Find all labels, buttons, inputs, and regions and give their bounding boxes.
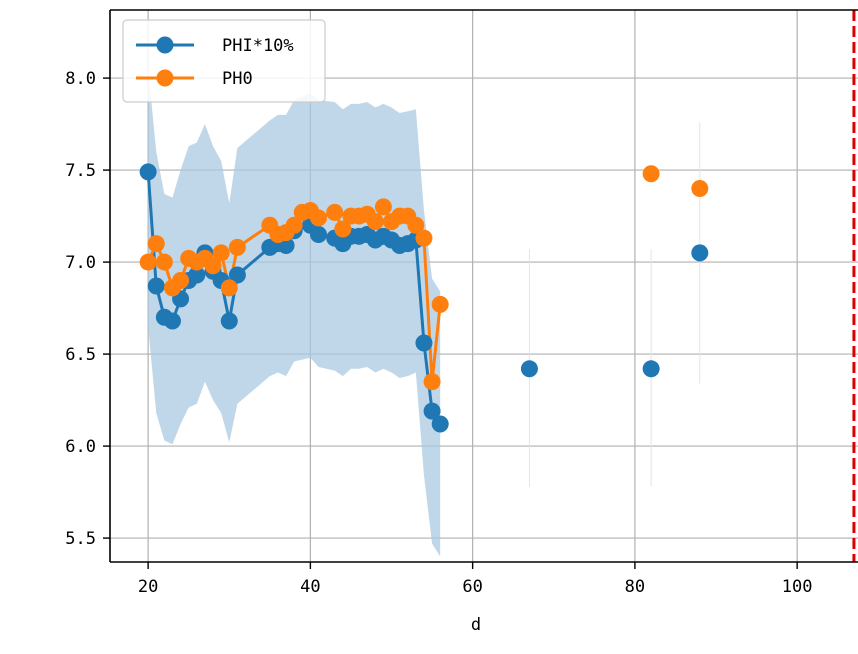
- legend-swatch-marker: [156, 69, 174, 87]
- legend-swatch-marker: [156, 36, 174, 54]
- y-tick-label: 5.5: [65, 529, 96, 549]
- data-point-series-2: [204, 257, 222, 275]
- data-point-series-1: [431, 415, 449, 433]
- band-area: [148, 68, 441, 557]
- confidence-band: [148, 68, 441, 557]
- data-point-series-1: [139, 163, 157, 181]
- series-markers: [139, 163, 709, 433]
- x-tick-label: 80: [625, 577, 645, 597]
- data-point-series-1: [520, 360, 538, 378]
- data-point-series-1: [423, 402, 441, 420]
- error-bars: [528, 122, 701, 487]
- data-point-series-2: [366, 213, 384, 231]
- data-point-series-1: [642, 360, 660, 378]
- data-point-series-2: [155, 253, 173, 271]
- x-axis-label: d: [471, 615, 481, 635]
- axes: [103, 9, 858, 569]
- data-point-series-1: [220, 312, 238, 330]
- data-point-series-2: [334, 220, 352, 238]
- y-tick-label: 7.5: [65, 161, 96, 181]
- tick-labels: 20 40 60 80 100 5.5 6.0 6.5 7.0 7.5 8.0: [65, 69, 812, 597]
- data-point-series-1: [415, 334, 433, 352]
- legend-entry-label: PHI*10%: [222, 36, 294, 56]
- legend: PHI*10% PH0: [122, 19, 326, 103]
- data-point-series-2: [326, 203, 344, 221]
- legend-entry-label: PH0: [222, 69, 253, 89]
- data-point-series-1: [163, 312, 181, 330]
- data-point-series-2: [374, 198, 392, 216]
- data-point-series-2: [139, 253, 157, 271]
- x-tick-label: 20: [138, 577, 158, 597]
- data-point-series-1: [309, 225, 327, 243]
- data-point-series-2: [147, 235, 165, 253]
- y-tick-label: 6.5: [65, 345, 96, 365]
- y-tick-label: 6.0: [65, 437, 96, 457]
- data-point-series-2: [228, 238, 246, 256]
- data-point-series-1: [228, 266, 246, 284]
- x-tick-label: 60: [462, 577, 482, 597]
- data-point-series-1: [147, 277, 165, 295]
- legend-box: [122, 19, 326, 103]
- data-point-series-2: [212, 244, 230, 262]
- data-point-series-2: [431, 295, 449, 313]
- data-point-series-1: [691, 244, 709, 262]
- x-tick-label: 40: [300, 577, 320, 597]
- data-point-series-2: [691, 179, 709, 197]
- data-point-series-2: [220, 279, 238, 297]
- y-tick-label: 7.0: [65, 253, 96, 273]
- data-point-series-2: [285, 216, 303, 234]
- data-point-series-1: [188, 266, 206, 284]
- data-point-series-2: [407, 216, 425, 234]
- data-point-series-2: [423, 373, 441, 391]
- data-point-series-2: [172, 271, 190, 289]
- x-tick-label: 100: [782, 577, 813, 597]
- data-point-series-2: [642, 165, 660, 183]
- data-point-series-2: [415, 229, 433, 247]
- y-tick-label: 8.0: [65, 69, 96, 89]
- data-point-series-2: [309, 209, 327, 227]
